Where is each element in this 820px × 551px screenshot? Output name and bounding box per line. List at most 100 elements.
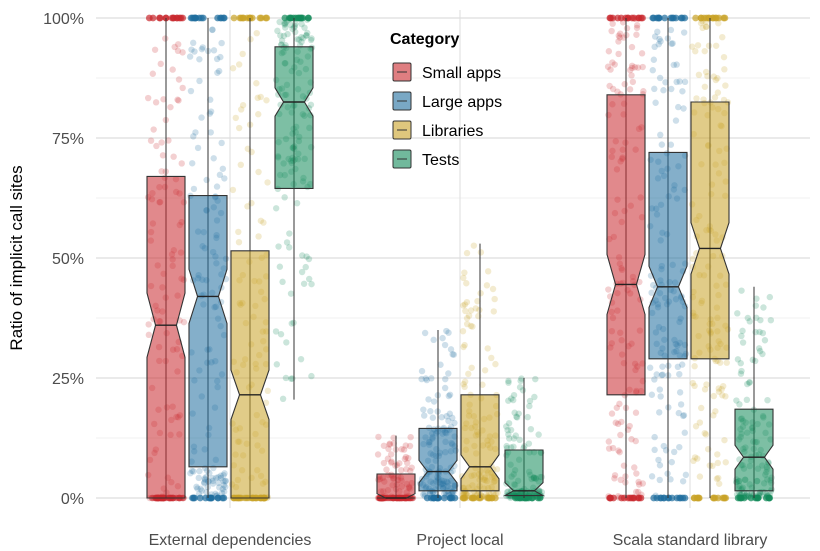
data-point <box>421 412 428 419</box>
data-point <box>628 436 635 443</box>
data-point <box>229 65 237 72</box>
data-point <box>209 475 216 482</box>
box <box>146 175 186 499</box>
data-point <box>297 355 305 363</box>
box <box>648 151 688 360</box>
data-point <box>702 431 710 438</box>
data-point <box>210 47 218 54</box>
data-point <box>461 301 469 308</box>
data-point <box>766 293 774 301</box>
data-point <box>179 49 186 56</box>
data-point <box>206 469 213 477</box>
data-point <box>300 280 308 287</box>
data-point <box>648 473 656 480</box>
data-point <box>291 28 299 36</box>
data-point <box>632 437 639 445</box>
data-point <box>400 446 408 453</box>
data-point <box>407 467 414 475</box>
data-point <box>631 464 638 471</box>
data-point <box>213 55 221 63</box>
data-point <box>178 160 185 167</box>
data-point <box>465 370 472 378</box>
data-point <box>272 328 280 335</box>
data-point <box>611 475 618 482</box>
data-point <box>753 314 760 321</box>
data-point <box>305 255 313 263</box>
data-point <box>696 419 704 426</box>
data-point <box>714 89 722 96</box>
data-point <box>506 435 513 442</box>
data-point <box>701 429 708 437</box>
legend: Category Small apps Large apps Libraries Te… <box>390 31 502 169</box>
box <box>376 473 416 499</box>
data-point <box>222 477 229 485</box>
data-point <box>679 494 687 502</box>
data-point <box>144 94 152 102</box>
data-point <box>618 494 626 502</box>
y-tick-label: 0% <box>61 491 84 508</box>
data-point <box>282 24 289 31</box>
data-point <box>649 67 656 74</box>
data-point <box>218 14 225 22</box>
data-point <box>716 359 724 366</box>
data-point <box>689 379 697 387</box>
data-point <box>435 494 443 502</box>
data-point <box>406 442 414 450</box>
data-point <box>189 160 196 167</box>
data-point <box>307 36 315 44</box>
data-point <box>390 434 397 441</box>
legend-item: Small apps <box>392 62 501 82</box>
data-point <box>386 440 393 447</box>
data-point <box>418 375 425 383</box>
data-point <box>174 96 181 103</box>
data-point <box>513 413 520 420</box>
data-point <box>517 377 524 385</box>
data-point <box>510 443 517 450</box>
data-point <box>179 84 186 92</box>
data-point <box>196 56 203 63</box>
data-point <box>690 457 697 465</box>
data-point <box>676 78 683 85</box>
data-point <box>305 275 313 283</box>
data-point <box>441 384 449 392</box>
data-point <box>175 41 182 48</box>
data-point <box>712 357 720 365</box>
data-point <box>615 32 622 39</box>
data-point <box>525 440 533 447</box>
data-point <box>157 60 164 68</box>
data-point <box>201 476 209 483</box>
data-point <box>711 14 719 22</box>
data-point <box>235 228 242 236</box>
data-point <box>507 494 514 502</box>
y-tick-label: 100% <box>43 11 84 28</box>
data-point <box>423 494 431 502</box>
data-point <box>633 22 641 29</box>
data-point <box>461 269 468 276</box>
data-point <box>605 438 613 445</box>
data-point <box>285 14 293 22</box>
data-point <box>678 361 686 368</box>
data-point <box>746 378 753 386</box>
data-point <box>219 165 227 172</box>
data-point <box>635 488 642 496</box>
data-point <box>692 14 700 22</box>
data-point <box>519 387 527 394</box>
data-point <box>689 255 697 263</box>
data-point <box>207 494 215 502</box>
data-point <box>651 33 659 40</box>
legend-item: Tests <box>392 149 459 169</box>
data-point <box>679 412 687 420</box>
data-point <box>737 360 744 367</box>
data-point <box>659 363 666 370</box>
data-point <box>609 444 617 452</box>
data-point <box>207 96 214 103</box>
data-point <box>682 471 690 479</box>
data-point <box>752 494 759 502</box>
data-point <box>622 479 629 486</box>
data-point <box>276 18 283 26</box>
data-point <box>679 478 687 485</box>
data-point <box>285 244 293 251</box>
data-point <box>651 446 658 454</box>
data-point <box>611 472 619 479</box>
data-point <box>298 33 305 41</box>
